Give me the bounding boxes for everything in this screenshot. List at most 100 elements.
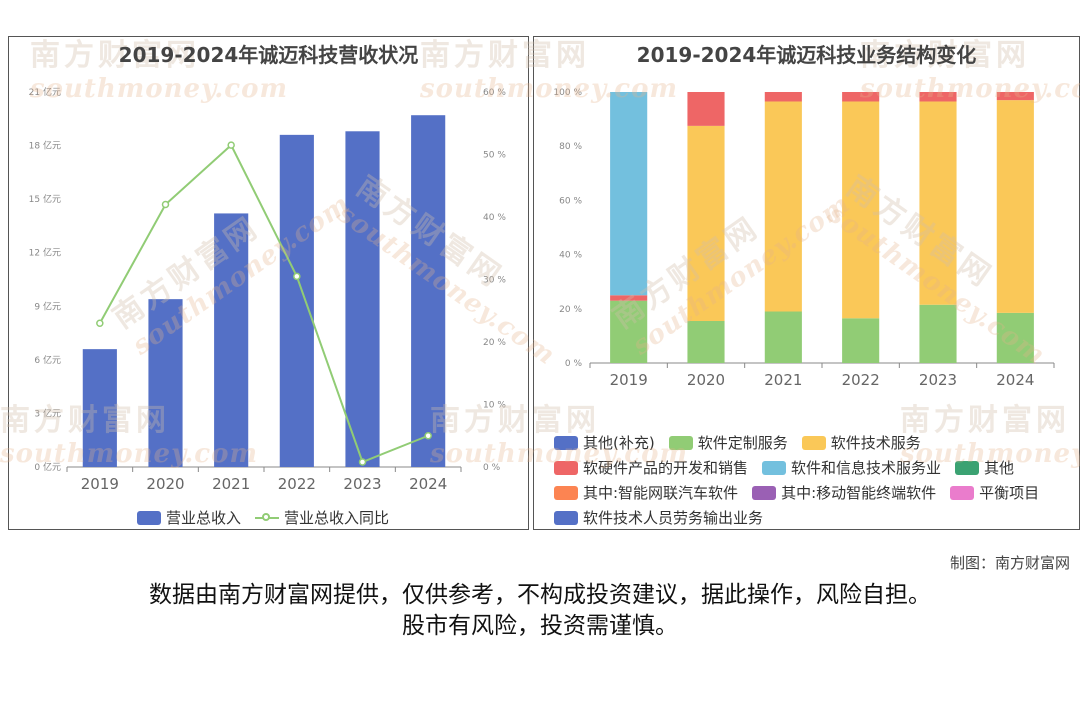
revenue-bar [214, 213, 249, 467]
y-tick-label: 40 % [559, 251, 582, 261]
chart-credit: 制图：南方财富网 [949, 554, 1070, 572]
legend-item[interactable]: 软硬件产品的开发和销售 [554, 457, 748, 478]
stack-segment [610, 300, 648, 363]
disclaimer-line-2: 股市有风险，投资需谨慎。 [402, 613, 678, 639]
revenue-chart-panel: 2019-2024年诚迈科技营收状况 0 亿元 3 亿元 6 亿元 9 亿元 12 亿元… [8, 36, 529, 530]
structure-chart-title: 2019-2024年诚迈科技业务结构变化 [636, 43, 977, 67]
legend-swatch [554, 460, 578, 475]
legend-label: 营业总收入 [166, 509, 242, 527]
y-left-tick-label: 3 亿元 [34, 407, 61, 419]
legend-item[interactable]: 营业总收入同比 [255, 507, 389, 528]
stack-segment [687, 125, 725, 321]
legend-label: 软件定制服务 [697, 434, 788, 452]
stack-segment [842, 101, 880, 319]
legend-label: 营业总收入同比 [284, 509, 390, 527]
legend-label: 软硬件产品的开发和销售 [583, 459, 749, 477]
stack-segment [996, 312, 1034, 363]
y-left-tick-label: 15 亿元 [29, 193, 61, 205]
y-right-tick-label: 40 % [483, 213, 506, 223]
y-left-tick-label: 21 亿元 [29, 86, 61, 98]
stack-segment [764, 101, 802, 312]
yoy-point [161, 200, 170, 209]
legend-item[interactable]: 软件定制服务 [668, 432, 788, 453]
revenue-chart-title: 2019-2024年诚迈科技营收状况 [118, 43, 419, 67]
stack-segment [764, 92, 802, 102]
y-right-tick-label: 30 % [483, 276, 506, 286]
legend-row: 其中:智能网联汽车软件 其中:移动智能终端软件 平衡项目 [554, 482, 1053, 503]
stack-segment [919, 101, 957, 305]
legend-swatch [554, 510, 578, 525]
legend-label: 软件和信息技术服务业 [791, 459, 942, 477]
stack-segment [610, 92, 648, 296]
legend-item[interactable]: 其中:智能网联汽车软件 [554, 482, 738, 503]
legend-label: 其中:移动智能终端软件 [781, 484, 937, 502]
revenue-bar [82, 349, 117, 467]
y-left-tick-label: 9 亿元 [34, 300, 61, 312]
y-right-tick-label: 20 % [483, 338, 506, 348]
legend-item[interactable]: 营业总收入 [137, 507, 241, 528]
x-tick-label: 2020 [687, 371, 725, 389]
legend-label: 其他 [984, 459, 1015, 477]
legend-swatch [955, 460, 980, 475]
revenue-bar [148, 299, 183, 467]
revenue-bar [279, 134, 314, 467]
legend-swatch [950, 485, 975, 500]
stack-segment [919, 92, 957, 102]
y-right-tick-label: 0 % [483, 463, 501, 473]
legend-swatch [554, 435, 578, 450]
legend-label: 其中:智能网联汽车软件 [583, 484, 739, 502]
revenue-chart-svg: 0 亿元 3 亿元 6 亿元 9 亿元 12 亿元 15 亿元 18 亿元 21 亿元 0 % 1… [29, 86, 507, 493]
x-tick-label: 2022 [842, 371, 880, 389]
legend-item[interactable]: 其他(补充) [554, 432, 655, 453]
disclaimer-line-1: 数据由南方财富网提供，仅供参考，不构成投资建议，据此操作，风险自担。 [149, 582, 931, 608]
revenue-chart-legend: 营业总收入 营业总收入同比 [137, 507, 403, 528]
y-tick-label: 60 % [559, 196, 582, 206]
x-tick-label: 2022 [278, 475, 316, 493]
legend-swatch [801, 435, 826, 450]
revenue-bar [345, 131, 380, 467]
stack-segment [996, 92, 1034, 101]
x-tick-label: 2024 [409, 475, 447, 493]
legend-item[interactable]: 软件技术人员劳务输出业务 [554, 507, 763, 528]
legend-item[interactable]: 软件和信息技术服务业 [762, 457, 941, 478]
legend-item[interactable]: 其他 [955, 457, 1014, 478]
legend-item[interactable]: 软件技术服务 [801, 432, 921, 453]
structure-chart-panel: 2019-2024年诚迈科技业务结构变化 0 % 20 % 40 % 60 % 80 %… [533, 36, 1080, 530]
legend-swatch [137, 510, 161, 525]
y-tick-label: 0 % [565, 359, 583, 369]
legend-row: 软件技术人员劳务输出业务 [554, 507, 777, 528]
legend-swatch [255, 511, 280, 525]
legend-label: 其他(补充) [583, 434, 655, 452]
legend-item[interactable]: 其中:移动智能终端软件 [752, 482, 936, 503]
y-right-tick-label: 10 % [483, 401, 506, 411]
stack-segment [610, 295, 648, 301]
x-tick-label: 2023 [919, 371, 957, 389]
x-tick-label: 2019 [81, 475, 119, 493]
stack-segment [764, 311, 802, 363]
stack-segment [687, 320, 725, 363]
yoy-point [358, 458, 367, 466]
y-left-tick-label: 18 亿元 [29, 140, 61, 152]
stack-segment [842, 92, 880, 102]
structure-chart-svg: 0 % 20 % 40 % 60 % 80 % 100 % 2019 2020 2021 2022… [553, 88, 1055, 389]
legend-row: 软硬件产品的开发和销售 软件和信息技术服务业 其他 [554, 457, 1028, 478]
x-tick-label: 2020 [146, 475, 184, 493]
y-tick-label: 100 % [553, 88, 582, 98]
y-left-tick-label: 6 亿元 [34, 354, 61, 366]
y-right-tick-label: 60 % [483, 88, 506, 98]
legend-item[interactable]: 平衡项目 [950, 482, 1039, 503]
x-tick-label: 2024 [996, 371, 1034, 389]
revenue-bar [411, 115, 446, 467]
y-left-tick-label: 0 亿元 [34, 461, 61, 473]
stack-segment [919, 304, 957, 363]
legend-label: 软件技术服务 [830, 434, 921, 452]
legend-swatch [554, 485, 578, 500]
y-left-tick-label: 12 亿元 [29, 247, 61, 259]
x-tick-label: 2021 [212, 475, 250, 493]
stack-segment [687, 92, 725, 126]
legend-label: 平衡项目 [979, 484, 1040, 502]
y-tick-label: 80 % [559, 142, 582, 152]
yoy-point [293, 272, 301, 281]
legend-swatch [668, 435, 693, 450]
x-tick-label: 2023 [343, 475, 381, 493]
